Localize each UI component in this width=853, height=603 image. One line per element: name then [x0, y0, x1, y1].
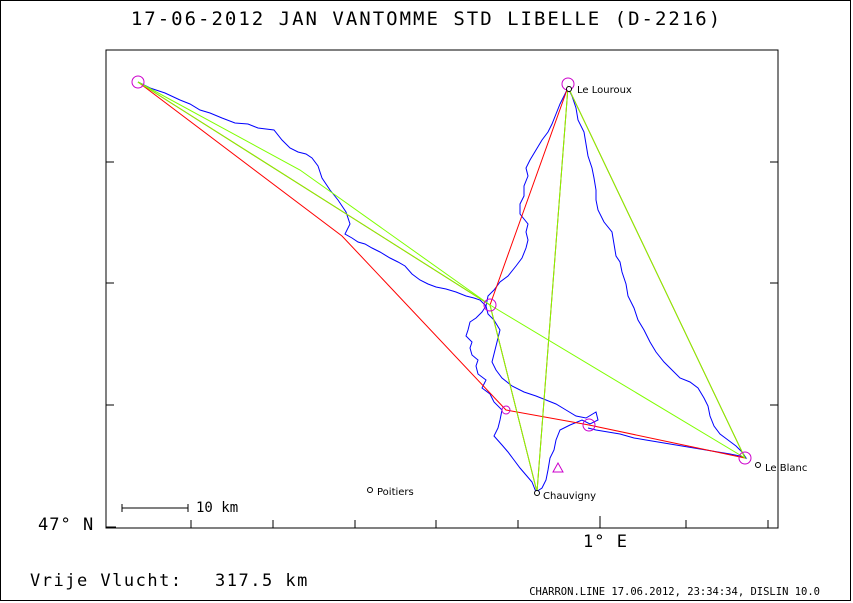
gps-track	[137, 81, 748, 493]
distance-value: 317.5 km	[215, 571, 309, 591]
le-louroux-marker	[566, 86, 572, 92]
place-poitiers: Poitiers	[377, 487, 414, 498]
poitiers-marker	[367, 487, 373, 493]
map-area	[105, 49, 779, 529]
turnpoint-markers	[131, 75, 752, 473]
left-axis-ticks	[106, 161, 116, 528]
place-le-louroux: Le Louroux	[577, 85, 632, 96]
footer-info: CHARRON.LINE 17.06.2012, 23:34:34, DISLI…	[529, 586, 820, 598]
latitude-label: 47° N	[38, 515, 95, 535]
task-route	[137, 81, 746, 459]
place-le-blanc: Le Blanc	[765, 463, 808, 474]
longitude-label: 1° E	[583, 532, 628, 552]
scale-label: 10 km	[196, 500, 239, 516]
task-route-leg2	[489, 86, 569, 493]
right-axis-ticks	[770, 161, 778, 406]
distance-label: Vrije Vlucht:	[30, 571, 183, 591]
le-blanc-marker	[755, 462, 761, 468]
chauvigny-marker	[534, 490, 540, 496]
place-markers	[367, 86, 761, 496]
bottom-axis-ticks	[190, 516, 769, 528]
optimized-route	[137, 81, 747, 493]
flight-title: 17-06-2012 JAN VANTOMME STD LIBELLE (D-2…	[130, 8, 723, 30]
scale-bar	[121, 504, 189, 512]
optimized-route-b	[137, 81, 491, 306]
place-chauvigny: Chauvigny	[543, 491, 597, 502]
